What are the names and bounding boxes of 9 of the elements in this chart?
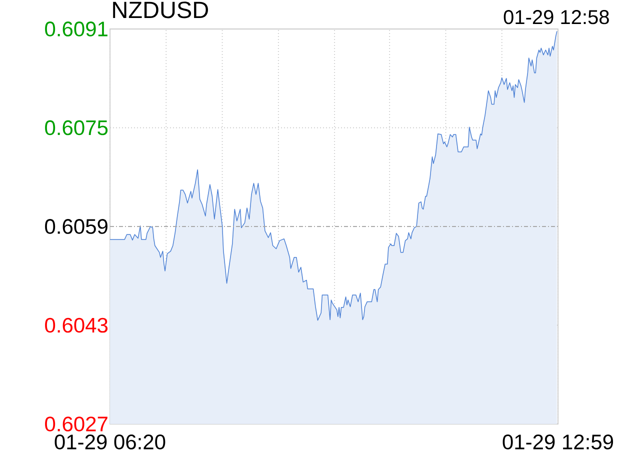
x-tick-label: 01-29 06:20 [54,434,166,450]
chart-title: NZDUSD [113,2,208,18]
y-tick-label: 0.6075 [45,120,108,136]
y-tick-label: 0.6043 [45,318,108,333]
y-tick-label: 0.6059 [45,219,108,234]
y-tick-label: 0.6027 [45,416,108,432]
x-tick-label: 01-29 12:59 [502,434,614,450]
y-tick-label: 0.6091 [45,22,108,36]
text: 01-29 12:58 [504,10,609,24]
